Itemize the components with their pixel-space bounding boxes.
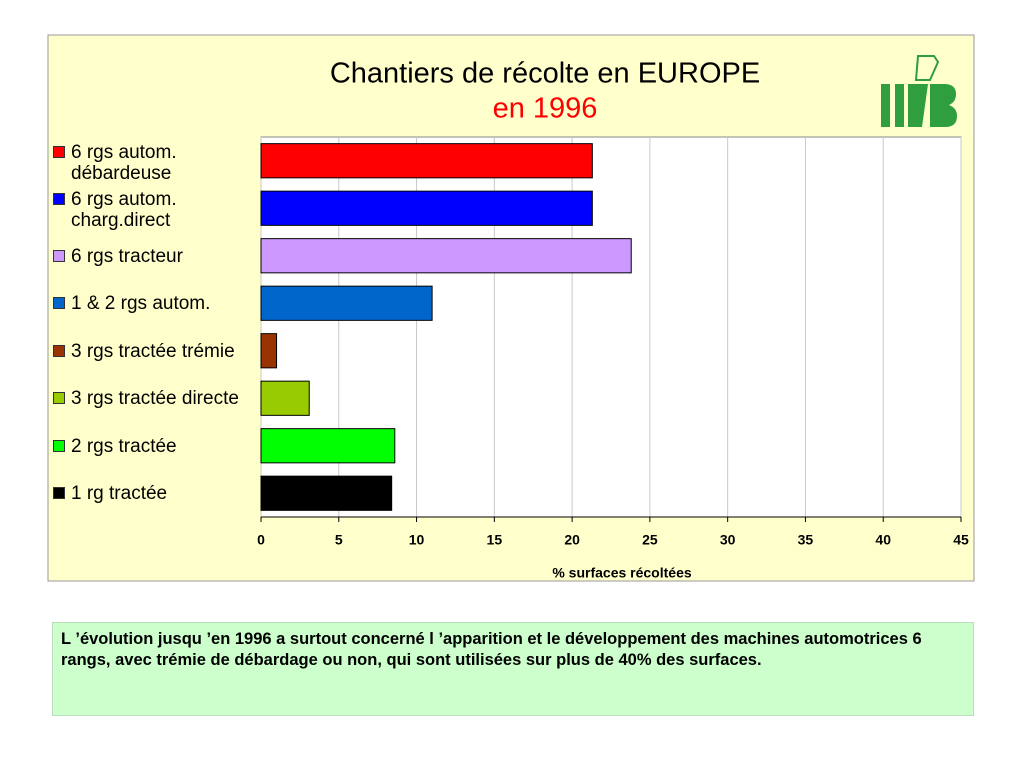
- bar: [260, 143, 593, 179]
- bar: [260, 285, 433, 321]
- y-tick-label: 2 rgs tractée: [71, 435, 177, 457]
- x-tick-label: 0: [257, 532, 265, 548]
- bar: [260, 475, 393, 511]
- legend-swatch: [53, 344, 65, 357]
- x-tick-label: 45: [953, 532, 969, 548]
- y-tick-label: 6 rgs tracteur: [71, 245, 183, 267]
- legend-swatch: [53, 439, 65, 452]
- bar: [260, 190, 593, 226]
- note: L ’évolution jusqu ’en 1996 a surtout co…: [52, 622, 974, 716]
- legend-swatch: [53, 487, 65, 500]
- legend-swatch: [53, 297, 65, 310]
- y-tick-label: 6 rgs autom. charg.direct: [71, 189, 177, 232]
- legend-swatch: [53, 392, 65, 405]
- y-tick-label: 6 rgs autom. débardeuse: [71, 141, 177, 184]
- bar: [260, 380, 310, 416]
- x-tick-label: 25: [642, 532, 658, 548]
- x-tick-label: 20: [564, 532, 580, 548]
- bar: [260, 428, 396, 464]
- logo: [881, 55, 957, 127]
- legend-swatch: [53, 193, 65, 206]
- y-tick-label: 3 rgs tractée trémie: [71, 340, 235, 362]
- legend-swatch: [53, 145, 65, 158]
- x-tick-label: 5: [335, 532, 343, 548]
- x-tick-label: 40: [875, 532, 891, 548]
- y-tick-label: 1 & 2 rgs autom.: [71, 293, 211, 315]
- bar: [260, 238, 632, 274]
- x-tick-label: 10: [409, 532, 425, 548]
- chart-subtitle: en 1996: [493, 93, 598, 125]
- chart-title: Chantiers de récolte en EUROPE: [330, 58, 760, 90]
- legend-swatch: [53, 249, 65, 262]
- y-tick-label: 1 rg tractée: [71, 483, 168, 505]
- x-tick-label: 15: [487, 532, 503, 548]
- bar: [260, 333, 278, 369]
- x-axis-label: % surfaces récoltées: [552, 565, 692, 581]
- x-tick-label: 30: [720, 532, 736, 548]
- y-tick-label: 3 rgs tractée directe: [71, 388, 239, 410]
- x-tick-label: 35: [798, 532, 814, 548]
